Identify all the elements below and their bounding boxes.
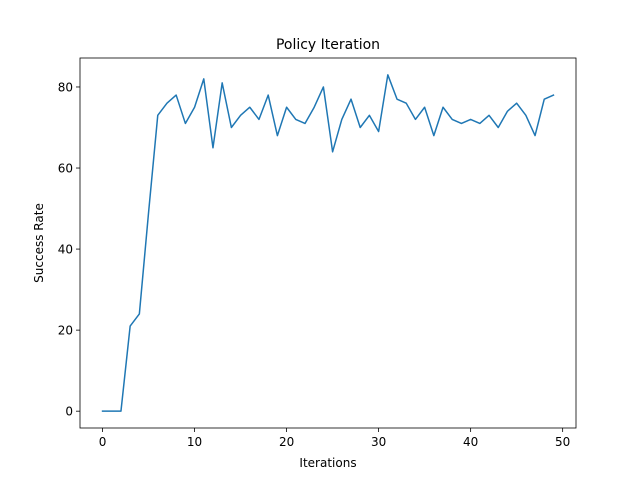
y-axis-ticks: 0 20 40 60 80 [58, 80, 80, 419]
y-tick-label: 0 [65, 405, 73, 419]
x-tick-label: 30 [371, 435, 386, 449]
series-line [101, 74, 555, 412]
y-tick-label: 20 [58, 324, 73, 338]
chart-title: Policy Iteration [276, 37, 380, 53]
x-tick-label: 40 [463, 435, 478, 449]
x-tick-label: 10 [187, 435, 202, 449]
y-tick-label: 40 [58, 243, 73, 257]
x-axis-label: Iterations [299, 456, 356, 470]
x-tick-label: 0 [99, 435, 107, 449]
x-tick-label: 20 [279, 435, 294, 449]
x-tick-label: 50 [555, 435, 570, 449]
y-axis-label: Success Rate [32, 203, 46, 283]
y-tick-label: 80 [58, 80, 73, 94]
y-tick-label: 60 [58, 162, 73, 176]
x-axis-ticks: 0 10 20 30 40 50 [99, 428, 570, 449]
plot-frame [79, 57, 577, 429]
